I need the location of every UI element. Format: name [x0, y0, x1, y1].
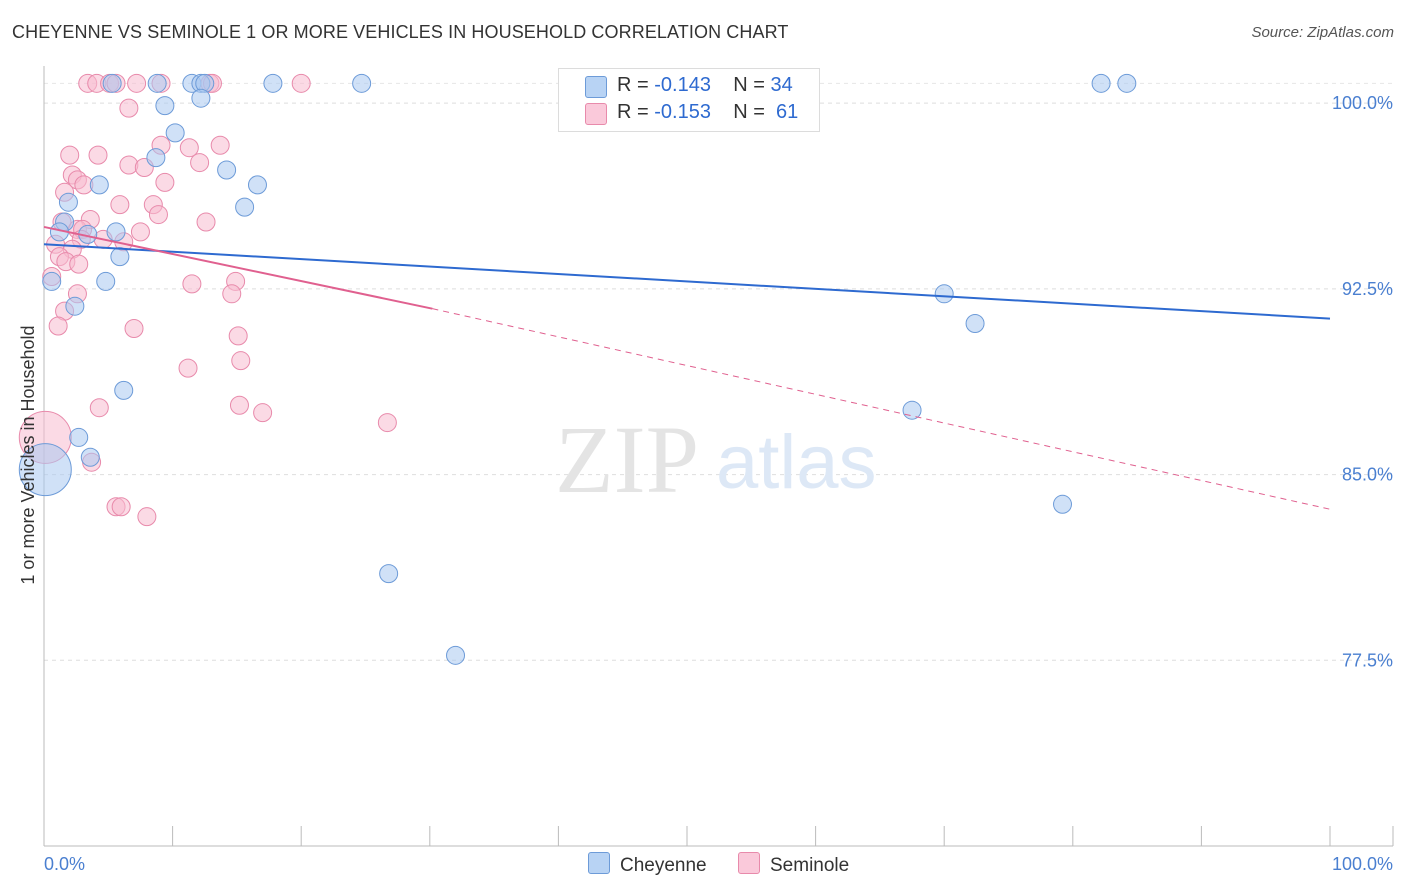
- cheyenne-point: [65, 296, 85, 316]
- seminole-point: [127, 73, 147, 93]
- seminole-point: [253, 403, 273, 423]
- cheyenne-r-label: R =: [617, 74, 649, 96]
- cheyenne-point: [155, 96, 175, 116]
- seminole-point: [119, 98, 139, 118]
- cheyenne-r-value: -0.143: [654, 74, 711, 96]
- x-tick-label-0: 0.0%: [44, 854, 85, 874]
- seminole-point: [229, 395, 249, 415]
- cheyenne-point: [934, 284, 954, 304]
- seminole-r-value: -0.153: [654, 101, 711, 123]
- source-label: Source: ZipAtlas.com: [1251, 24, 1394, 41]
- seminole-point: [148, 205, 168, 225]
- cheyenne-point: [96, 271, 116, 291]
- seminole-r-label: R =: [617, 101, 649, 123]
- cheyenne-point: [1117, 73, 1137, 93]
- legend-item-cheyenne: Cheyenne: [588, 852, 707, 877]
- cheyenne-point: [1091, 73, 1111, 93]
- seminole-point: [231, 351, 251, 371]
- seminole-trend-line: [43, 225, 433, 310]
- cheyenne-point: [146, 148, 166, 168]
- cheyenne-point: [446, 645, 466, 665]
- cheyenne-point: [18, 443, 72, 497]
- seminole-n-label: N =: [733, 101, 765, 123]
- seminole-point: [196, 212, 216, 232]
- watermark-atlas: atlas: [716, 420, 877, 505]
- y-tick-label-1: 85.0%: [1342, 465, 1393, 485]
- watermark-zip: ZIP: [555, 406, 699, 513]
- trend-lines: [43, 225, 1331, 510]
- cheyenne-point: [263, 73, 283, 93]
- chart-title: CHEYENNE VS SEMINOLE 1 OR MORE VEHICLES …: [12, 22, 789, 42]
- cheyenne-point: [106, 222, 126, 242]
- y-tick-labels: 77.5% 85.0% 92.5% 100.0%: [1332, 93, 1393, 670]
- cheyenne-point: [902, 400, 922, 420]
- cheyenne-legend-label: Cheyenne: [620, 855, 707, 876]
- seminole-point: [190, 153, 210, 173]
- cheyenne-point: [217, 160, 237, 180]
- cheyenne-trend-line: [43, 243, 1331, 320]
- seminole-n-value: 61: [776, 101, 799, 123]
- seminole-legend-label: Seminole: [770, 855, 850, 876]
- y-tick-label-0: 77.5%: [1342, 650, 1393, 670]
- cheyenne-legend-swatch: [588, 852, 610, 874]
- seminole-point: [111, 497, 131, 517]
- seminole-point: [110, 195, 130, 215]
- seminole-swatch: [585, 103, 607, 125]
- seminole-point: [178, 358, 198, 378]
- cheyenne-point: [352, 73, 372, 93]
- seminole-point: [60, 145, 80, 165]
- cheyenne-point: [42, 271, 62, 291]
- seminole-point: [124, 318, 144, 338]
- seminole-point: [228, 326, 248, 346]
- cheyenne-point: [1053, 494, 1073, 514]
- y-tick-label-3: 100.0%: [1332, 93, 1393, 113]
- x-tick-label-100: 100.0%: [1332, 854, 1393, 874]
- cheyenne-n-label: N =: [733, 74, 765, 96]
- cheyenne-point: [80, 447, 100, 467]
- seminole-point: [137, 507, 157, 527]
- seminole-point: [69, 254, 89, 274]
- cheyenne-point: [102, 73, 122, 93]
- cheyenne-n-value: 34: [770, 74, 793, 96]
- cheyenne-point: [379, 564, 399, 584]
- cheyenne-point: [965, 314, 985, 334]
- legend-item-seminole: Seminole: [738, 852, 849, 877]
- cheyenne-point: [69, 427, 89, 447]
- cheyenne-point: [58, 192, 78, 212]
- seminole-point: [210, 135, 230, 155]
- seminole-point: [222, 284, 242, 304]
- cheyenne-point: [110, 247, 130, 267]
- cheyenne-points: [18, 73, 1137, 665]
- y-tick-label-2: 92.5%: [1342, 279, 1393, 299]
- seminole-legend-swatch: [738, 852, 760, 874]
- cheyenne-point: [114, 380, 134, 400]
- seminole-point: [155, 172, 175, 192]
- axes: [43, 66, 1394, 847]
- grid-lines: [44, 82, 1393, 661]
- y-axis-label: 1 or more Vehicles in Household: [18, 325, 38, 584]
- cheyenne-swatch: [585, 76, 607, 98]
- cheyenne-point: [247, 175, 267, 195]
- seminole-point: [179, 138, 199, 158]
- seminole-point: [182, 274, 202, 294]
- correlation-legend: R = -0.143 N = 34 R = -0.153 N = 61: [558, 68, 820, 132]
- cheyenne-point: [147, 73, 167, 93]
- cheyenne-point: [235, 197, 255, 217]
- cheyenne-point: [165, 123, 185, 143]
- cheyenne-point: [89, 175, 109, 195]
- seminole-point: [48, 316, 68, 336]
- seminole-point: [377, 413, 397, 433]
- seminole-point: [291, 73, 311, 93]
- cheyenne-point: [191, 88, 211, 108]
- seminole-point: [130, 222, 150, 242]
- seminole-point: [88, 145, 108, 165]
- seminole-point: [89, 398, 109, 418]
